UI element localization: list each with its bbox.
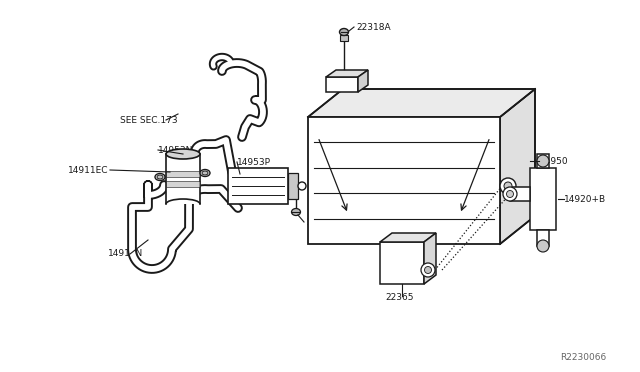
Ellipse shape [291, 208, 301, 215]
Text: 22318A: 22318A [306, 218, 340, 227]
Circle shape [424, 266, 431, 273]
Bar [510, 187, 530, 201]
Text: 14950: 14950 [540, 157, 568, 166]
Polygon shape [424, 233, 436, 284]
Bar [228, 168, 288, 204]
Text: 14920+B: 14920+B [564, 195, 606, 203]
Text: 14953N: 14953N [158, 145, 193, 154]
Bar [166, 171, 200, 177]
Circle shape [503, 187, 517, 201]
Circle shape [500, 178, 516, 194]
Bar [166, 154, 200, 204]
Ellipse shape [339, 29, 349, 35]
Text: 22318A: 22318A [356, 22, 390, 32]
Text: SEE SEC.173: SEE SEC.173 [120, 115, 178, 125]
Text: 14953P: 14953P [237, 157, 271, 167]
Bar [380, 242, 424, 284]
Ellipse shape [202, 171, 208, 175]
Bar [166, 181, 200, 187]
Circle shape [421, 263, 435, 277]
Ellipse shape [166, 149, 200, 159]
Bar [537, 230, 549, 246]
Bar [308, 117, 500, 244]
Polygon shape [500, 89, 535, 244]
Ellipse shape [157, 175, 163, 179]
Bar [537, 154, 549, 168]
Polygon shape [380, 233, 436, 242]
Circle shape [537, 155, 549, 167]
Text: R2230066: R2230066 [560, 353, 606, 362]
Ellipse shape [200, 170, 210, 176]
Circle shape [537, 240, 549, 252]
Text: 14911EC: 14911EC [68, 166, 109, 174]
Circle shape [506, 190, 513, 198]
Bar [288, 173, 298, 199]
Text: 14912N: 14912N [108, 250, 143, 259]
Bar [326, 77, 358, 92]
Polygon shape [308, 89, 535, 117]
Ellipse shape [155, 173, 165, 180]
Ellipse shape [298, 182, 306, 190]
Bar [530, 168, 556, 230]
Text: 22365: 22365 [385, 294, 413, 302]
Bar [340, 35, 348, 41]
Polygon shape [358, 70, 368, 92]
Circle shape [504, 182, 512, 190]
Polygon shape [326, 70, 368, 77]
